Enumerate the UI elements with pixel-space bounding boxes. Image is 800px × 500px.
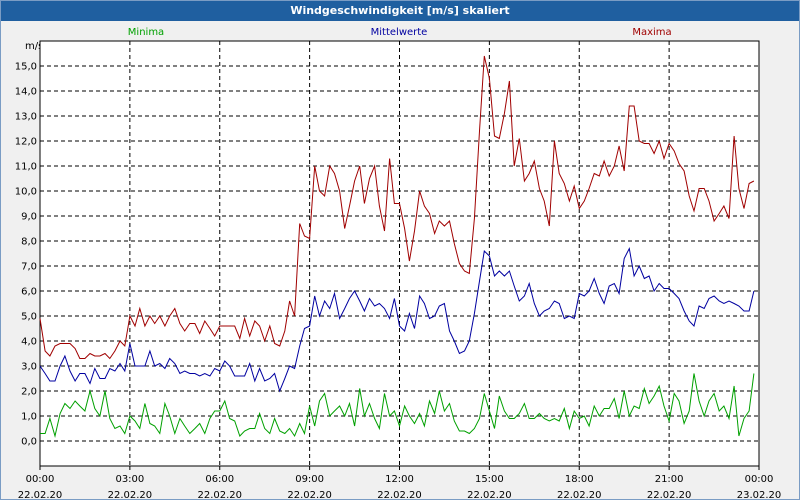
chart: Minima Mittelwerte Maxima m/s 0,0 1,0 2,0 3… <box>15 27 782 499</box>
x-tick-time: 00:00 <box>745 474 774 485</box>
y-tick-label: 11,0 <box>15 162 37 173</box>
x-tick-date: 22.02.20 <box>377 490 422 499</box>
x-tick-time: 18:00 <box>565 474 594 485</box>
y-tick-label: 0,0 <box>21 437 37 448</box>
y-tick-label: 8,0 <box>21 237 37 248</box>
x-tick-time: 03:00 <box>115 474 144 485</box>
y-tick-label: 7,0 <box>21 262 37 273</box>
y-axis: 0,0 1,0 2,0 3,0 4,0 5,0 6,0 7,0 8,0 9,0 10,0 11,0 12… <box>15 62 37 448</box>
y-tick-label: 14,0 <box>15 87 37 98</box>
legend-minima: Minima <box>128 27 164 38</box>
x-tick-date: 22.02.20 <box>197 490 242 499</box>
x-tick-date: 22.02.20 <box>18 490 63 499</box>
legend-maxima: Maxima <box>632 27 671 38</box>
x-tick-date: 22.02.20 <box>287 490 332 499</box>
x-tick-date: 22.02.20 <box>647 490 692 499</box>
y-tick-label: 4,0 <box>21 337 37 348</box>
legend-mittelwerte: Mittelwerte <box>371 27 428 38</box>
x-tick-time: 21:00 <box>655 474 684 485</box>
y-tick-label: 3,0 <box>21 362 37 373</box>
x-tick-time: 06:00 <box>205 474 234 485</box>
x-tick-time: 12:00 <box>385 474 414 485</box>
series-line-minima <box>40 373 755 438</box>
x-tick-time: 00:00 <box>26 474 55 485</box>
grid <box>40 41 759 466</box>
x-tick-date: 22.02.20 <box>467 490 512 499</box>
window-title: Windgeschwindigkeit [m/s] skaliert <box>1 1 799 21</box>
y-tick-label: 13,0 <box>15 112 37 123</box>
y-axis-unit: m/s <box>25 41 43 52</box>
series-group <box>39 55 755 438</box>
x-axis: 00:00 22.02.20 03:00 22.02.20 06:00 22.02.20 0… <box>18 466 782 499</box>
y-tick-label: 1,0 <box>21 412 37 423</box>
y-tick-label: 5,0 <box>21 312 37 323</box>
y-tick-label: 2,0 <box>21 387 37 398</box>
y-tick-label: 6,0 <box>21 287 37 298</box>
y-tick-label: 15,0 <box>15 62 37 73</box>
y-tick-label: 10,0 <box>15 187 37 198</box>
x-tick-date: 22.02.20 <box>108 490 153 499</box>
x-tick-time: 09:00 <box>295 474 324 485</box>
x-tick-date: 23.02.20 <box>737 490 782 499</box>
y-tick-label: 12,0 <box>15 137 37 148</box>
series-line-maxima <box>39 55 755 360</box>
legend: Minima Mittelwerte Maxima <box>128 27 672 38</box>
x-tick-date: 22.02.20 <box>557 490 602 499</box>
series-line-mittelwerte <box>39 246 755 393</box>
x-tick-time: 15:00 <box>475 474 504 485</box>
y-tick-label: 9,0 <box>21 212 37 223</box>
